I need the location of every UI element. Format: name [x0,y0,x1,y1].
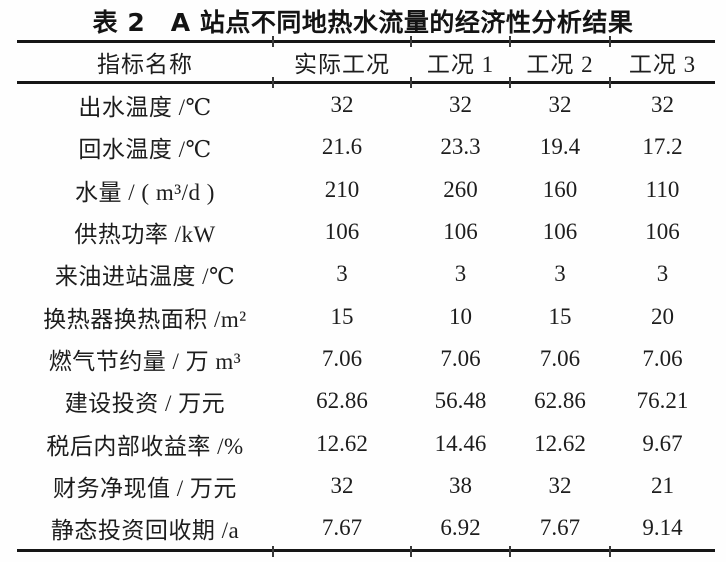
value-cell: 7.67 [321,515,363,541]
column-divider-tick [410,546,412,557]
table-row: 来油进站温度 /℃ 3 3 3 3 [17,253,715,295]
column-divider-tick [509,36,511,47]
economic-analysis-table: 指标名称 实际工况 工况 1 工况 2 工况 3 出水温度 /℃ 32 32 3… [17,40,715,553]
column-divider-tick [509,77,511,88]
value-cell: 160 [542,176,578,202]
indicator-label: 税后内部收益率 /% [46,433,244,459]
value-cell: 56.48 [434,388,487,414]
table-row: 税后内部收益率 /% 12.62 14.46 12.62 9.67 [17,422,715,464]
table-row: 出水温度 /℃ 32 32 32 32 [17,83,715,127]
value-cell: 210 [324,176,360,202]
column-divider-tick [272,77,274,88]
value-cell: 21.6 [321,134,363,160]
value-cell: 3 [336,261,348,287]
column-divider-tick [609,36,611,47]
column-divider-tick [272,36,274,47]
value-cell: 62.86 [316,388,368,414]
value-cell: 106 [542,219,578,245]
value-cell: 32 [548,92,572,118]
table-row: 换热器换热面积 /m² 15 10 15 20 [17,295,715,337]
header-row: 指标名称 实际工况 工况 1 工况 2 工况 3 [17,41,715,84]
column-divider-tick [609,546,611,557]
col-header-condition-2: 工况 2 [510,41,610,84]
value-cell: 38 [449,472,472,498]
value-cell: 32 [330,92,354,118]
column-divider-tick [509,546,511,557]
value-cell: 106 [443,219,478,245]
value-cell: 260 [443,176,478,202]
column-divider-tick [609,77,611,88]
col-header-condition-1: 工况 1 [411,41,510,84]
table-row: 建设投资 / 万元 62.86 56.48 62.86 76.21 [17,380,715,422]
value-cell: 15 [330,303,354,329]
value-cell: 9.67 [642,430,683,456]
indicator-label: 供热功率 /kW [74,222,216,248]
value-cell: 7.67 [539,515,581,541]
table-row: 燃气节约量 / 万 m³ 7.06 7.06 7.06 7.06 [17,338,715,380]
value-cell: 3 [656,261,669,287]
value-cell: 14.46 [434,430,487,456]
indicator-label: 燃气节约量 / 万 m³ [48,348,242,374]
value-cell: 7.06 [321,345,363,371]
value-cell: 7.06 [440,345,481,371]
col-header-indicator: 指标名称 [17,41,273,84]
value-cell: 17.2 [642,134,683,160]
value-cell: 20 [651,303,674,329]
value-cell: 12.62 [534,430,586,456]
value-cell: 19.4 [539,134,581,160]
value-cell: 32 [651,92,674,118]
indicator-label: 回水温度 /℃ [78,137,212,163]
value-cell: 12.62 [316,430,368,456]
value-cell: 106 [645,219,680,245]
column-divider-tick [272,546,274,557]
value-cell: 7.06 [642,345,683,371]
value-cell: 7.06 [539,345,581,371]
value-cell: 62.86 [534,388,586,414]
table-caption: 表 2 A 站点不同地热水流量的经济性分析结果 [92,8,634,37]
value-cell: 32 [449,92,472,118]
indicator-label: 换热器换热面积 /m² [43,306,247,332]
table-row: 供热功率 /kW 106 106 106 106 [17,211,715,253]
value-cell: 106 [324,219,360,245]
value-cell: 76.21 [636,388,689,414]
table-row: 静态投资回收期 /a 7.67 6.92 7.67 9.14 [17,507,715,551]
indicator-label: 建设投资 / 万元 [64,391,226,417]
value-cell: 9.14 [642,515,683,541]
table-row: 水量 / ( m³/d ) 210 260 160 110 [17,169,715,211]
table-row: 财务净现值 / 万元 32 38 32 21 [17,465,715,507]
column-divider-tick [410,36,412,47]
value-cell: 32 [548,472,572,498]
indicator-label: 水量 / ( m³/d ) [75,179,215,205]
value-cell: 21 [651,472,674,498]
col-header-condition-3: 工况 3 [610,41,715,84]
indicator-label: 来油进站温度 /℃ [54,264,236,290]
column-divider-tick [410,77,412,88]
value-cell: 3 [454,261,467,287]
col-header-actual-condition: 实际工况 [273,41,411,84]
indicator-label: 财务净现值 / 万元 [53,475,237,501]
value-cell: 3 [554,261,566,287]
value-cell: 23.3 [440,134,481,160]
value-cell: 32 [330,472,354,498]
value-cell: 15 [548,303,572,329]
value-cell: 110 [645,176,680,202]
value-cell: 6.92 [440,515,481,541]
table-row: 回水温度 /℃ 21.6 23.3 19.4 17.2 [17,126,715,168]
indicator-label: 出水温度 /℃ [78,95,212,121]
indicator-label: 静态投资回收期 /a [50,518,240,544]
value-cell: 10 [449,303,472,329]
